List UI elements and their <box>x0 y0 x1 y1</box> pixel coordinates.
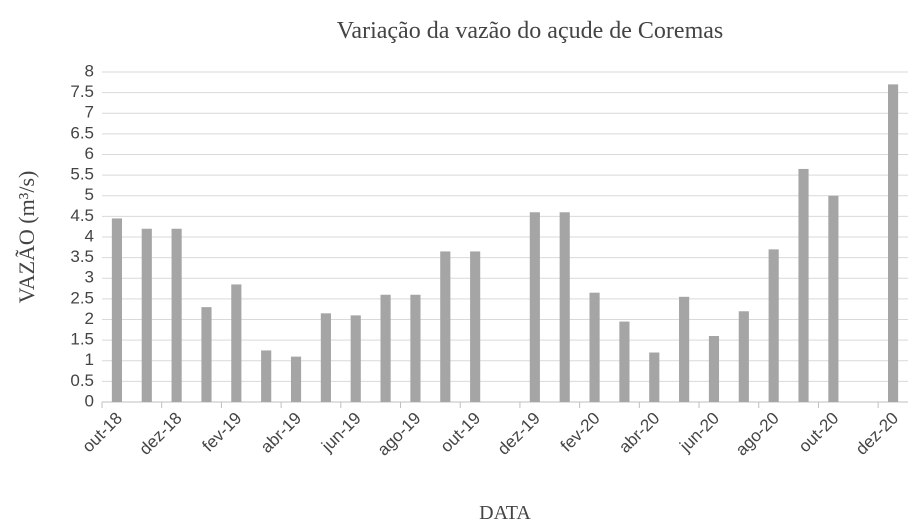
x-tick-label: dez-18 <box>136 409 186 459</box>
x-tick-label: out-18 <box>78 409 126 457</box>
bar <box>141 228 152 402</box>
bar <box>887 84 899 402</box>
y-tick-label: 0.5 <box>70 371 94 390</box>
bar <box>320 313 331 402</box>
chart-title: Variação da vazão do açude de Coremas <box>337 18 723 44</box>
bar <box>171 228 182 402</box>
y-tick-label: 2.5 <box>70 288 94 307</box>
bar <box>231 284 242 402</box>
x-tick-label: abr-19 <box>257 409 305 457</box>
bar <box>589 292 600 402</box>
bar <box>679 296 690 402</box>
x-tick-label: fev-19 <box>199 409 246 456</box>
x-tick-label: out-19 <box>437 409 485 457</box>
bar <box>440 251 451 402</box>
y-tick-label: 4 <box>85 226 94 245</box>
bar <box>768 249 779 402</box>
bar <box>529 212 540 402</box>
bar <box>798 168 809 402</box>
y-tick-label: 7.5 <box>70 82 94 101</box>
x-axis-label: DATA <box>479 502 531 524</box>
bar <box>738 311 749 402</box>
y-tick-label: 1 <box>85 350 94 369</box>
bar <box>410 294 421 402</box>
x-tick-label: out-20 <box>795 409 843 457</box>
y-tick-label: 4.5 <box>70 206 94 225</box>
x-tick-label: jun-19 <box>317 409 365 457</box>
y-tick-label: 7 <box>85 103 94 122</box>
x-tick-label: fev-20 <box>557 409 604 456</box>
x-tick-label: jun-20 <box>675 409 723 457</box>
bar <box>559 212 570 402</box>
y-tick-label: 5.5 <box>70 165 94 184</box>
bar <box>619 321 630 402</box>
y-tick-label: 3 <box>85 268 94 287</box>
bar <box>350 315 361 402</box>
bar <box>649 352 660 402</box>
y-tick-label: 3.5 <box>70 247 94 266</box>
x-tick-label: ago-20 <box>732 409 783 460</box>
y-tick-label: 5 <box>85 185 94 204</box>
bar <box>828 195 839 402</box>
bar <box>111 218 123 402</box>
bar <box>261 350 272 402</box>
x-tick-label: dez-20 <box>852 409 902 459</box>
y-tick-label: 1.5 <box>70 330 94 349</box>
bar <box>380 294 391 402</box>
bar <box>470 251 481 402</box>
y-tick-label: 6 <box>85 144 94 163</box>
y-tick-label: 8 <box>85 61 94 80</box>
bar <box>290 356 302 402</box>
bar <box>201 307 212 402</box>
x-tick-label: abr-20 <box>615 409 663 457</box>
x-tick-label: dez-19 <box>494 409 544 459</box>
x-tick-label: ago-19 <box>374 409 425 460</box>
y-tick-label: 0 <box>85 391 94 410</box>
y-axis-label: VAZÃO (m³/s) <box>14 171 39 304</box>
bar <box>708 336 720 402</box>
y-tick-label: 2 <box>85 309 94 328</box>
y-tick-label: 6.5 <box>70 123 94 142</box>
